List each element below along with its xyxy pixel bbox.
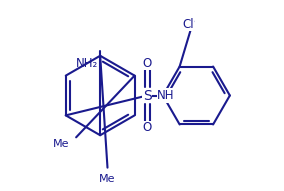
Text: Me: Me bbox=[53, 139, 70, 149]
Text: NH₂: NH₂ bbox=[76, 57, 98, 70]
Text: Cl: Cl bbox=[182, 18, 194, 31]
Text: O: O bbox=[143, 57, 152, 70]
Text: NH: NH bbox=[157, 89, 175, 102]
Text: O: O bbox=[143, 121, 152, 134]
Text: S: S bbox=[143, 88, 152, 103]
Text: Me: Me bbox=[99, 174, 116, 184]
